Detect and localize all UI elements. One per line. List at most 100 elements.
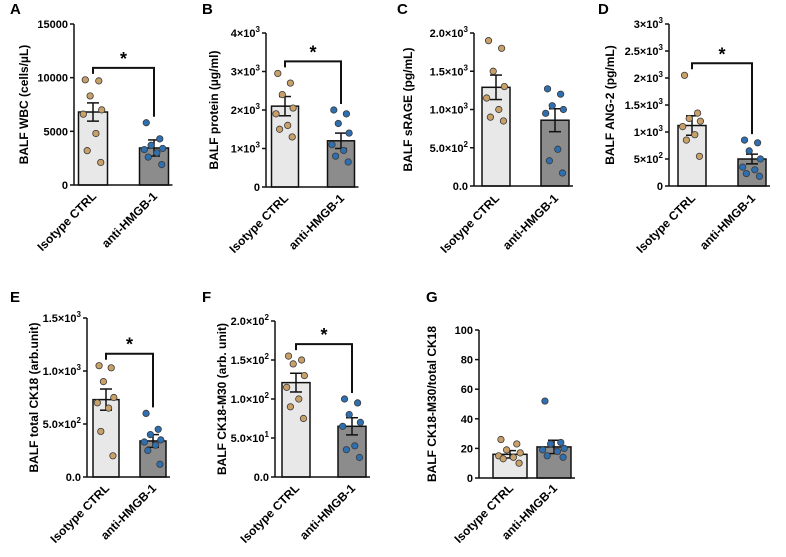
data-point — [274, 69, 282, 78]
y-tick-label: 1×103 — [231, 141, 261, 156]
panel-label: C — [397, 1, 408, 18]
x-category-label: Isotype CTRL — [35, 189, 100, 254]
y-tick-label: 1.0×103 — [43, 363, 82, 378]
y-tick-label: 5.0×102 — [43, 416, 82, 431]
y-tick-label: 2.0×102 — [231, 313, 270, 328]
y-tick-label: 80 — [461, 355, 473, 367]
y-tick-label: 4×103 — [231, 25, 261, 40]
data-point — [500, 82, 508, 91]
data-point — [499, 455, 507, 463]
y-tick-label: 0 — [62, 180, 68, 192]
y-axis-label: BALF sRAGE (pg/mL) — [401, 48, 415, 172]
x-category-label: anti-HMGB-1 — [697, 191, 759, 253]
data-point — [497, 435, 505, 444]
x-category-label: Isotype CTRL — [438, 191, 503, 256]
y-tick-label: 1×103 — [634, 124, 664, 139]
panel-label: G — [426, 289, 438, 306]
data-point — [515, 459, 523, 467]
data-point — [147, 141, 155, 149]
x-category-label: anti-HMGB-1 — [297, 481, 359, 543]
bar-isotype-ctrl — [92, 398, 120, 478]
data-point — [295, 395, 303, 403]
data-point — [157, 436, 165, 444]
data-point — [152, 441, 160, 449]
data-point — [340, 146, 348, 155]
y-axis-label: BALF protein (µg/ml) — [207, 51, 221, 170]
data-point — [284, 121, 292, 130]
y-tick-label: 1.0×103 — [430, 102, 469, 117]
significance-star: * — [320, 325, 327, 345]
data-point — [742, 169, 751, 178]
data-point — [159, 144, 167, 153]
significance-bracket — [295, 343, 353, 393]
data-point — [344, 158, 352, 166]
panel-f: F BALF CK18-M30 (arb. unit) 0.0 5.0×101 1.0×… — [202, 289, 370, 546]
y-tick-label: 0 — [467, 473, 473, 485]
data-point — [356, 418, 364, 426]
y-axis-label: BALF total CK18 (arb.unit) — [27, 323, 41, 473]
y-axis-label: BALF WBC (cells/µL) — [17, 45, 31, 165]
data-point — [539, 446, 547, 454]
data-point — [509, 453, 518, 461]
y-tick-label: 0.0 — [66, 472, 81, 484]
y-tick-label: 1.5×103 — [625, 97, 664, 112]
y-axis-label: BALF ANG-2 (pg/mL) — [603, 45, 617, 165]
data-point — [516, 449, 524, 457]
y-axis-label: BALF CK18-M30/total CK18 — [425, 326, 439, 482]
y-tick-label: 0.0 — [453, 181, 468, 193]
y-tick-label: 15000 — [37, 19, 68, 31]
data-point — [557, 438, 565, 447]
data-point — [560, 444, 568, 452]
x-category-label: Isotype CTRL — [634, 191, 699, 256]
significance-bracket — [105, 352, 154, 408]
data-point — [342, 110, 350, 118]
data-point — [740, 136, 749, 144]
significance-star: * — [718, 44, 725, 64]
data-point — [156, 135, 164, 143]
y-tick-label: 3×103 — [231, 64, 261, 79]
data-point — [110, 393, 118, 402]
data-point — [275, 125, 284, 133]
bar-isotype-ctrl — [77, 111, 109, 186]
data-point — [284, 352, 293, 360]
data-point — [328, 141, 336, 149]
data-point — [543, 452, 551, 460]
data-point — [92, 129, 100, 138]
data-point — [559, 453, 567, 461]
data-point — [548, 102, 556, 110]
data-point — [95, 362, 103, 370]
significance-bracket — [284, 60, 342, 104]
data-point — [144, 446, 152, 455]
data-point — [98, 106, 106, 114]
y-tick-label: 5.0×101 — [231, 430, 270, 445]
y-tick-label: 5.0×102 — [430, 140, 469, 155]
data-point — [351, 442, 359, 450]
data-point — [153, 149, 161, 157]
data-point — [142, 119, 150, 127]
data-point — [751, 166, 759, 174]
data-point — [334, 119, 342, 128]
y-axis-label: BALF CK18-M30 (arb. unit) — [215, 323, 229, 475]
data-point — [502, 446, 511, 454]
data-point — [272, 110, 280, 118]
y-tick-label: 2.0×103 — [430, 25, 469, 40]
data-point — [86, 92, 94, 100]
data-point — [556, 90, 565, 98]
bar-isotype-ctrl — [481, 86, 511, 187]
y-tick-label: 1.5×103 — [43, 310, 82, 325]
y-tick-label: 2.5×103 — [625, 43, 664, 58]
data-point — [93, 399, 101, 407]
data-point — [158, 161, 166, 169]
y-tick-label: 100 — [455, 325, 473, 337]
data-point — [288, 133, 296, 141]
data-point — [513, 440, 521, 448]
data-point — [283, 383, 291, 391]
data-point — [554, 145, 562, 153]
significance-bracket — [691, 62, 753, 135]
data-point — [340, 395, 349, 403]
data-point — [756, 155, 765, 163]
y-tick-label: 1.0×102 — [231, 391, 270, 406]
data-point — [299, 414, 308, 423]
y-tick-label: 20 — [461, 443, 473, 455]
